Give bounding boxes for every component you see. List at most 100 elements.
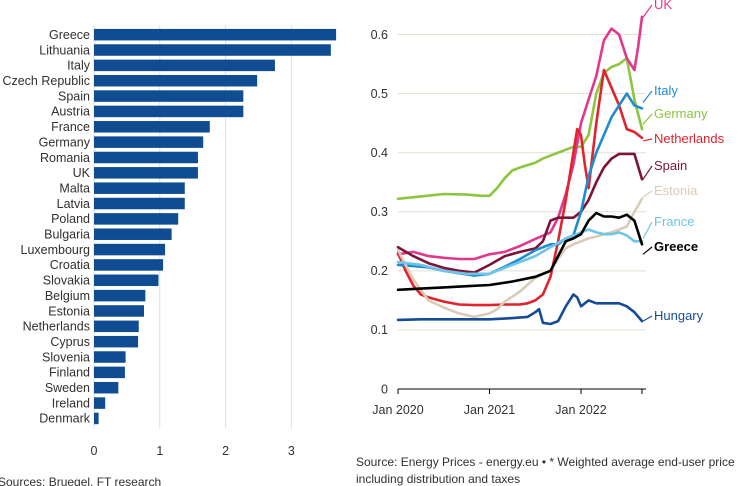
bar-category-label: Poland (51, 212, 90, 226)
line-y-tick-label: 0.5 (371, 87, 388, 101)
bar-category-label: Slovenia (42, 350, 90, 364)
bar-category-label: Finland (49, 366, 90, 380)
leader-line-estonia (642, 190, 653, 198)
series-line-greece (396, 211, 644, 292)
series-line-hungary (396, 293, 644, 326)
series-label-spain: Spain (654, 158, 687, 173)
line-legend-labels: Germany UK Netherlands Spain Italy Estonia Fra… (642, 0, 725, 323)
line-y-tick-label: 0.4 (371, 146, 388, 160)
bar-category-label: Austria (51, 105, 90, 119)
bar-category-label: France (51, 120, 90, 134)
series-line-uk (396, 15, 644, 261)
bar-greece (94, 28, 337, 41)
bar-category-label: Luxembourg (21, 243, 91, 257)
line-source-line-1: Source: Energy Prices - energy.eu • * We… (356, 455, 735, 469)
bar-x-axis: 0 1 2 3 (91, 444, 295, 458)
line-x-tick-label: Jan 2021 (464, 403, 515, 417)
bar-category-label: Latvia (57, 197, 90, 211)
bar-category-label: Slovakia (43, 274, 90, 288)
bar-category-label: Belgium (45, 289, 90, 303)
line-source-line-2: including distribution and taxes (356, 472, 520, 486)
bar-category-label: Estonia (48, 304, 90, 318)
bar-lithuania (94, 44, 331, 56)
bar-source: Sources: Bruegel, FT research (0, 475, 161, 486)
bar-category-label: Denmark (39, 412, 90, 426)
bar-category-label: Bulgaria (44, 228, 90, 242)
bar-category-label: Malta (59, 181, 90, 195)
series-label-italy: Italy (654, 83, 678, 98)
line-gridlines (398, 34, 646, 390)
bar-category-label: Lithuania (39, 43, 90, 57)
bar-x-tick-label: 1 (156, 444, 163, 458)
bar-romania (94, 151, 198, 164)
bar-category-label: Croatia (50, 258, 90, 272)
bar-estonia (94, 305, 144, 317)
bar-italy (94, 59, 275, 72)
bar-category-label: UK (73, 166, 91, 180)
line-y-tick-label: 0.2 (371, 264, 388, 278)
leader-line-spain (642, 165, 653, 180)
leader-line-france (642, 221, 653, 239)
line-y-axis: 0 0.1 0.2 0.3 0.4 0.5 0.6 (371, 28, 388, 396)
bar-croatia (94, 259, 164, 271)
bar-x-tick-label: 0 (91, 444, 98, 458)
bar-category-label: Netherlands (23, 320, 90, 334)
bar-poland (94, 213, 179, 225)
series-line-netherlands (396, 68, 644, 307)
series-line-france (396, 228, 644, 276)
line-y-tick-label: 0.3 (371, 205, 388, 219)
bar-netherlands (94, 320, 139, 333)
bar-ireland (94, 397, 106, 409)
bar-finland (94, 366, 125, 379)
bar-germany (94, 136, 204, 148)
bar-category-label: Czech Republic (2, 74, 90, 88)
bar-spain (94, 90, 244, 102)
line-x-tick-label: Jan 2020 (372, 403, 423, 417)
series-line-italy (396, 92, 644, 277)
bar-x-tick-label: 2 (222, 444, 229, 458)
bar-sweden (94, 381, 119, 394)
bar-slovenia (94, 351, 126, 363)
series-label-france: France (654, 214, 694, 229)
bar-bulgaria (94, 228, 172, 240)
series-line-spain (396, 152, 644, 274)
bar-austria (94, 105, 244, 118)
line-y-tick-label: 0.1 (371, 323, 388, 337)
bar-latvia (94, 197, 185, 210)
leader-line-hungary (642, 315, 653, 322)
series-label-germany: Germany (654, 106, 708, 121)
bar-cyprus (94, 335, 139, 348)
line-series-group (396, 15, 644, 326)
bar-category-label: Germany (39, 135, 91, 149)
bar-luxembourg (94, 243, 166, 256)
bar-category-label: Sweden (45, 381, 90, 395)
bar-czech-republic (94, 74, 258, 87)
bar-category-label: Ireland (52, 396, 90, 410)
series-label-netherlands: Netherlands (654, 131, 725, 146)
leader-line-uk (642, 4, 653, 18)
leader-line-greece (642, 246, 653, 255)
line-x-tick-label: Jan 2022 (555, 403, 606, 417)
line-y-tick-label: 0 (381, 382, 388, 396)
bar-denmark (94, 412, 99, 425)
bar-category-label: Greece (49, 28, 90, 42)
bar-malta (94, 182, 185, 194)
leader-line-italy (642, 90, 653, 103)
bar-belgium (94, 289, 146, 302)
bar-france (94, 121, 210, 133)
bar-category-label: Spain (58, 89, 90, 103)
series-label-estonia: Estonia (654, 183, 698, 198)
line-y-tick-label: 0.6 (371, 28, 388, 42)
bar-category-label: Romania (40, 151, 90, 165)
bar-category-label: Cyprus (50, 335, 90, 349)
bar-x-tick-label: 3 (288, 444, 295, 458)
bar-uk (94, 167, 198, 179)
line-x-axis: Jan 2020 Jan 2021 Jan 2022 (372, 389, 643, 417)
bar-category-label: Italy (67, 59, 91, 73)
series-line-germany (396, 56, 644, 201)
series-label-uk: UK (654, 0, 672, 12)
